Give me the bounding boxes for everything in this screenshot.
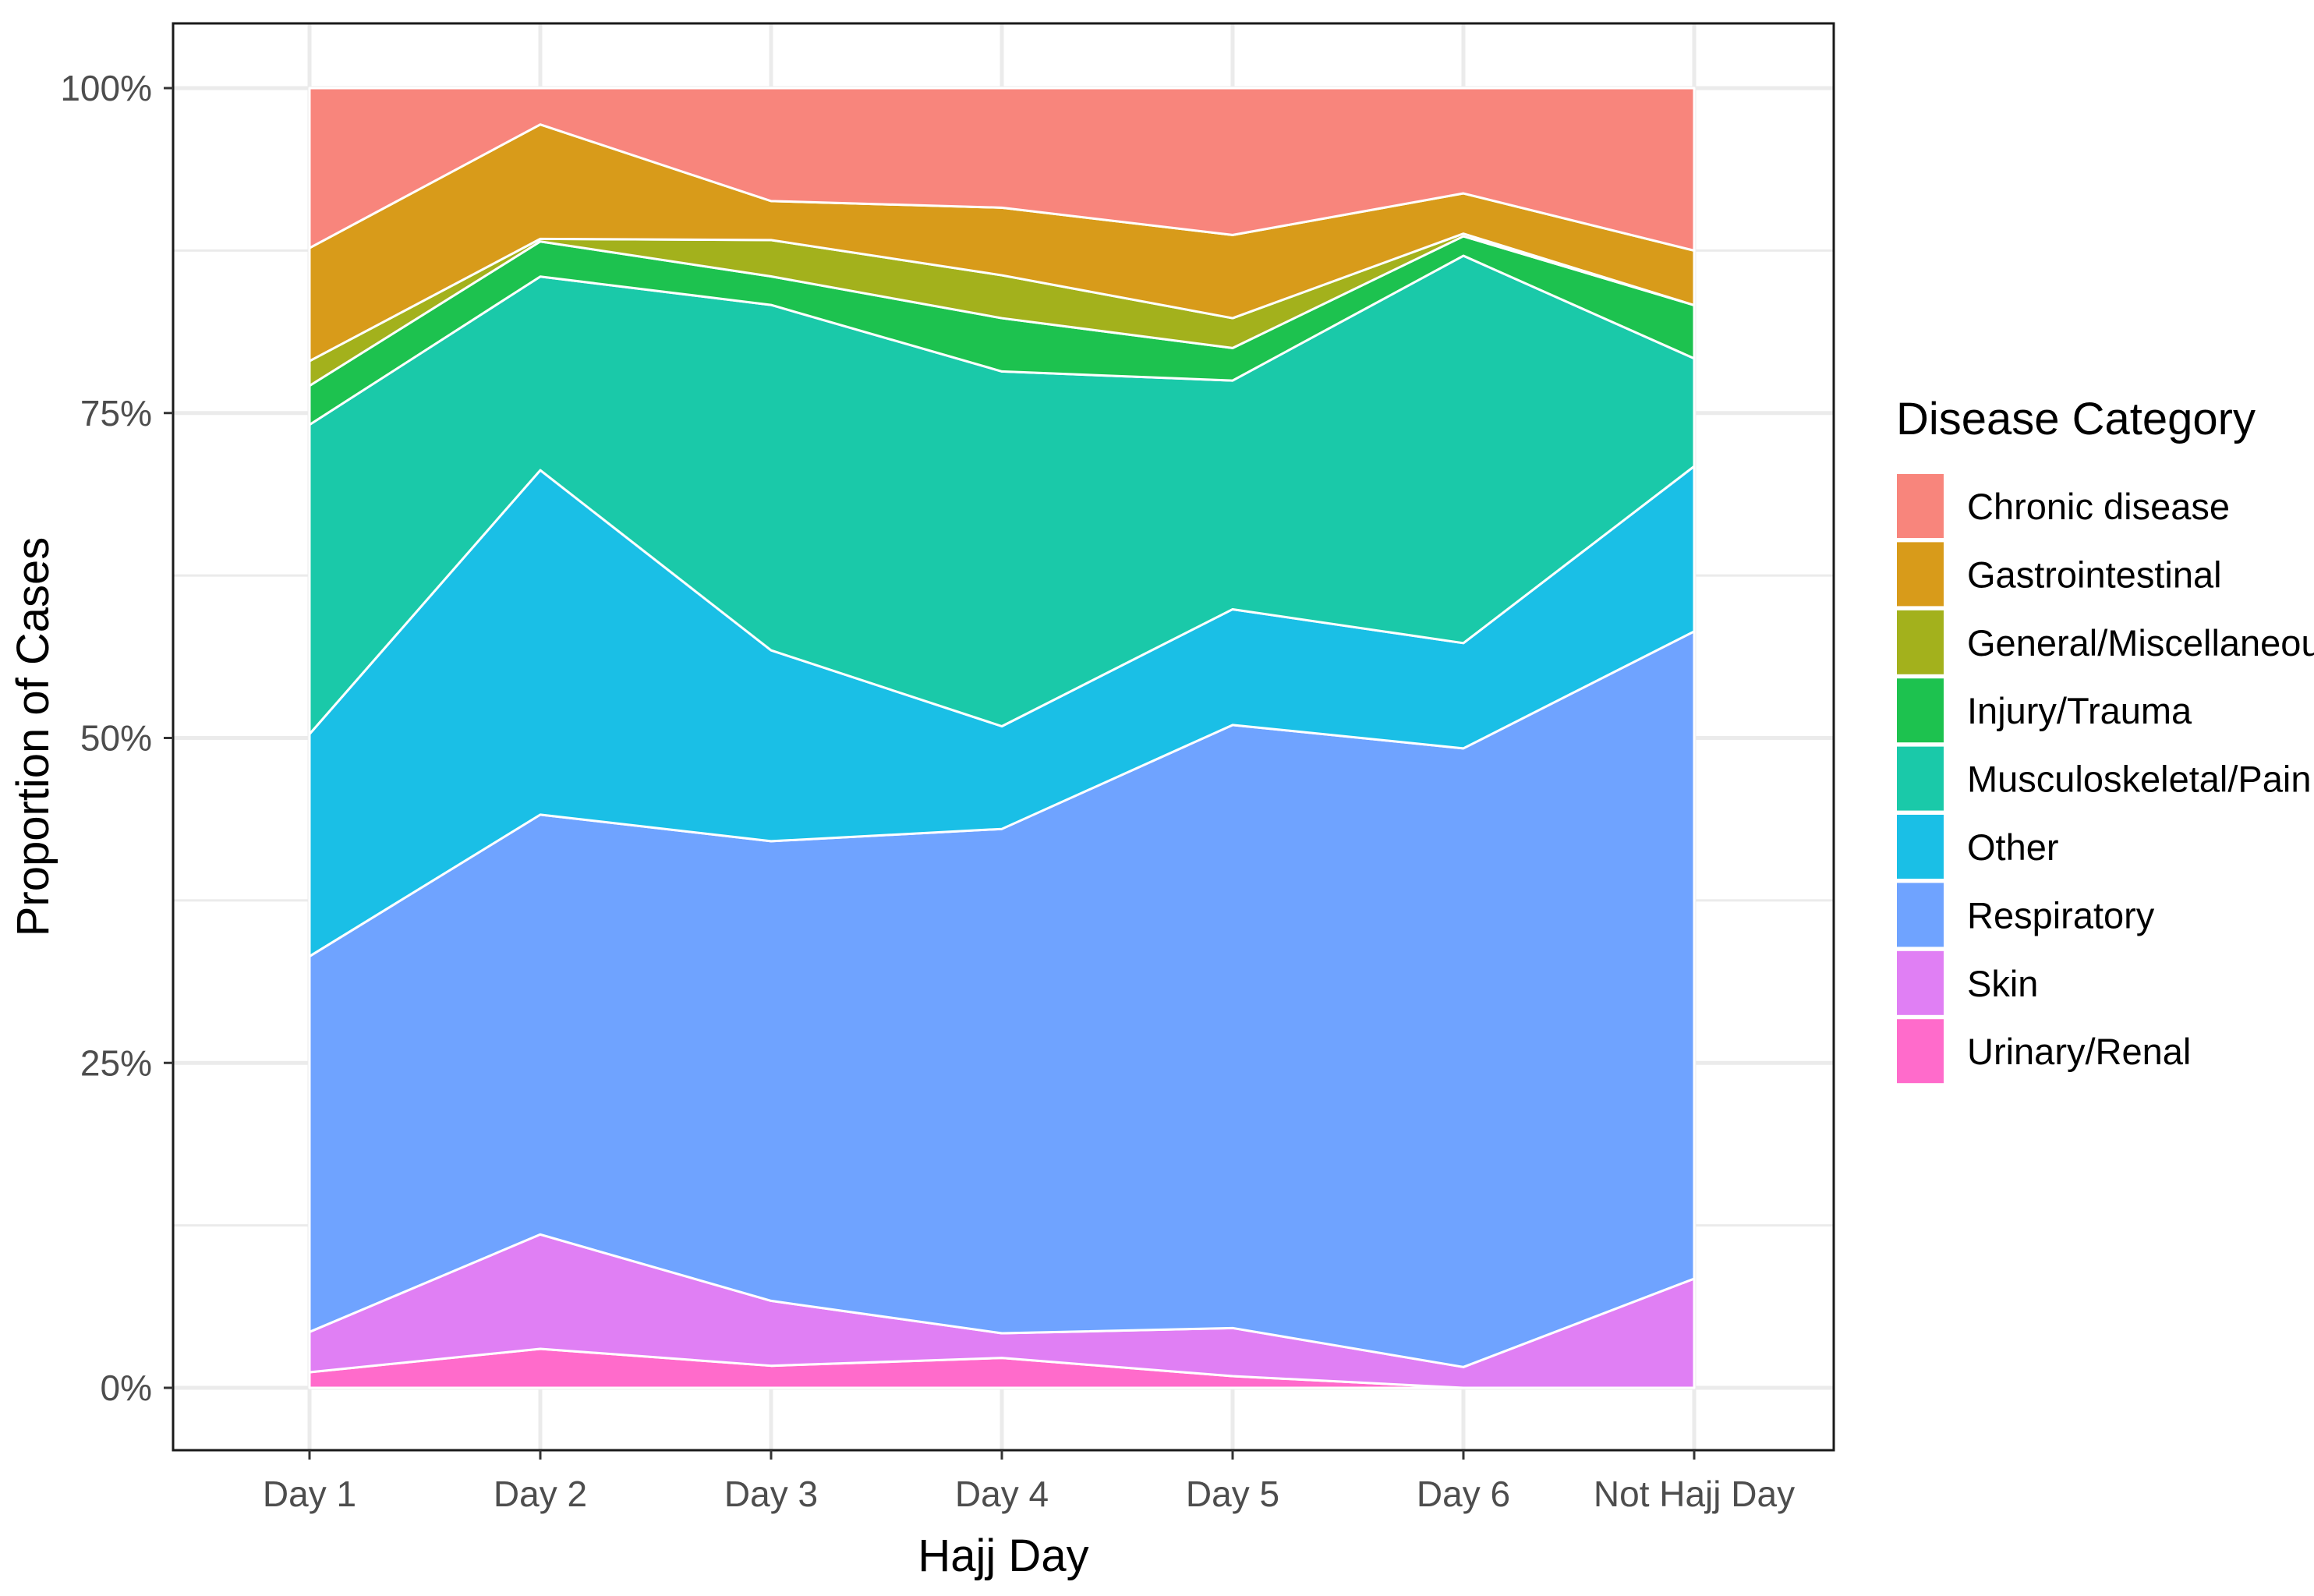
- legend-label: Musculoskeletal/Pain: [1967, 759, 2312, 800]
- area-series: [308, 87, 1696, 1389]
- legend-items: Chronic disease Gastrointestinal General/M…: [1897, 474, 2314, 1084]
- legend-swatch: [1897, 815, 1944, 879]
- legend-item: Respiratory: [1897, 883, 2155, 947]
- x-tick-label: Day 1: [263, 1474, 356, 1514]
- x-axis: Day 1 Day 2 Day 3 Day 4 Day 5 Day 6 Not Hajj D…: [263, 1450, 1795, 1514]
- legend-swatch: [1897, 746, 1944, 811]
- x-tick-label: Day 4: [955, 1474, 1049, 1514]
- legend-label: Other: [1967, 826, 2059, 868]
- x-tick-label: Day 3: [724, 1474, 818, 1514]
- y-axis: 0% 25% 50% 75% 100%: [60, 68, 173, 1408]
- y-tick-label: 100%: [60, 68, 152, 108]
- legend-item: Other: [1897, 815, 2059, 879]
- x-tick-label: Day 5: [1186, 1474, 1279, 1514]
- legend-item: Skin: [1897, 950, 2038, 1015]
- legend-swatch: [1897, 474, 1944, 538]
- legend-label: Urinary/Renal: [1967, 1031, 2191, 1072]
- legend-item: General/Miscellaneous: [1897, 610, 2314, 674]
- y-tick-label: 75%: [80, 393, 152, 434]
- legend-label: Injury/Trauma: [1967, 690, 2192, 731]
- x-tick-label: Day 2: [494, 1474, 587, 1514]
- legend-swatch: [1897, 950, 1944, 1015]
- y-tick-label: 50%: [80, 718, 152, 759]
- legend-item: Injury/Trauma: [1897, 678, 2192, 743]
- legend-swatch: [1897, 883, 1944, 947]
- area-chronic-disease: [308, 87, 1696, 252]
- legend-swatch: [1897, 610, 1944, 674]
- legend-swatch: [1897, 678, 1944, 743]
- legend: Disease Category Chronic disease Gastroin…: [1896, 394, 2314, 1084]
- legend-label: General/Miscellaneous: [1967, 622, 2314, 664]
- legend-label: Chronic disease: [1967, 486, 2230, 527]
- legend-swatch: [1897, 542, 1944, 607]
- y-tick-label: 25%: [80, 1042, 152, 1083]
- legend-label: Skin: [1967, 963, 2038, 1004]
- legend-item: Musculoskeletal/Pain: [1897, 746, 2312, 811]
- legend-item: Gastrointestinal: [1897, 542, 2222, 607]
- legend-swatch: [1897, 1019, 1944, 1084]
- legend-item: Urinary/Renal: [1897, 1019, 2191, 1084]
- legend-label: Gastrointestinal: [1967, 554, 2222, 595]
- x-tick-label: Day 6: [1417, 1474, 1510, 1514]
- legend-item: Chronic disease: [1897, 474, 2230, 538]
- y-tick-label: 0%: [101, 1368, 152, 1408]
- legend-title: Disease Category: [1896, 394, 2256, 444]
- legend-label: Respiratory: [1967, 894, 2155, 936]
- y-axis-title: Proportion of Cases: [8, 537, 58, 937]
- x-tick-label: Not Hajj Day: [1594, 1474, 1795, 1514]
- x-axis-title: Hajj Day: [918, 1531, 1088, 1581]
